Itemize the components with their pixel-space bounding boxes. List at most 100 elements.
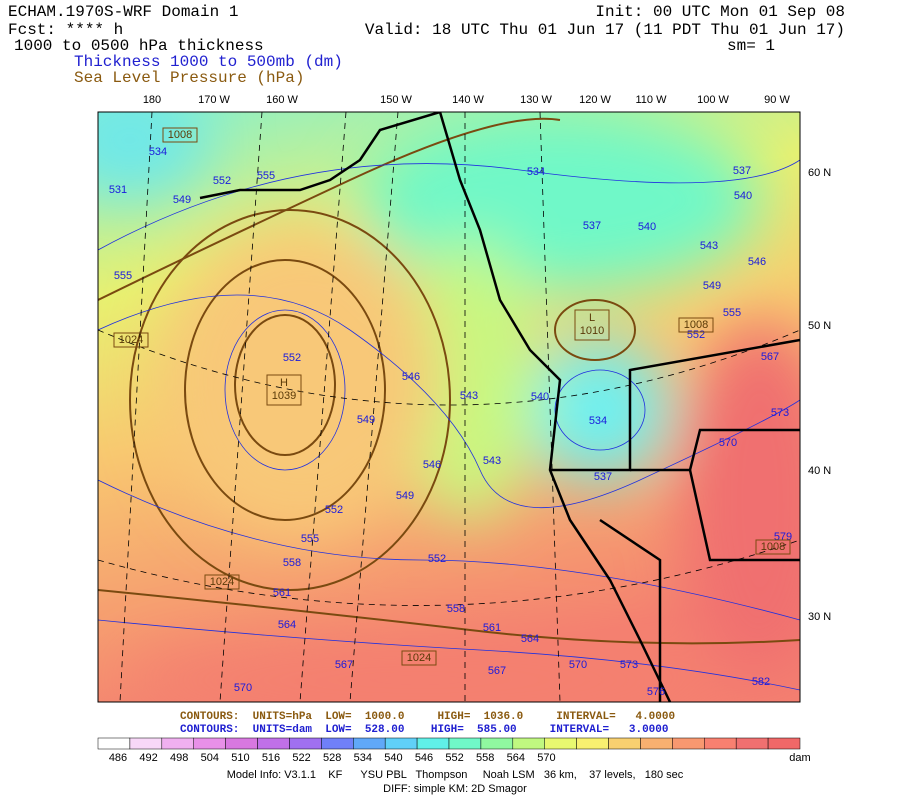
thickness-label: 540 [734,190,752,202]
colorbar-swatch [193,737,226,750]
pressure-label-box [162,127,198,143]
map-frame [97,111,801,703]
thickness-label: 558 [283,557,301,569]
colorbar-swatch [640,737,673,750]
colorbar-swatch [672,737,705,750]
init-time: Init: 00 UTC Mon 01 Sep 08 [595,3,845,21]
colorbar-swatch [321,737,354,750]
colorbar-label: 492 [139,752,157,764]
thickness-label: 540 [531,391,549,403]
thickness-label: 537 [594,471,612,483]
thickness-label: 555 [301,533,319,545]
longitude-label: 90 W [764,94,790,106]
colorbar-swatch [512,737,545,750]
thickness-label: 546 [402,371,420,383]
low-letter: L [589,312,595,324]
thickness-label: 537 [583,220,601,232]
thickness-label: 573 [620,659,638,671]
colorbar-label: 540 [384,752,402,764]
thickness-label: 534 [149,146,167,158]
thickness-label: 546 [423,459,441,471]
longitude-label: 120 W [579,94,611,106]
latitude-label: 30 N [808,611,831,623]
colorbar-label: 558 [476,752,494,764]
thickness-label: 561 [273,587,291,599]
colorbar-label: 498 [170,752,188,764]
thickness-label: 549 [396,490,414,502]
colorbar-swatch [289,737,322,750]
thickness-label: 570 [719,437,737,449]
colorbar-swatch [257,737,290,750]
colorbar-swatch [97,737,131,750]
latitude-label: 50 N [808,320,831,332]
thickness-label: 549 [173,194,191,206]
thickness-label: 582 [752,676,770,688]
thickness-label: 552 [283,352,301,364]
longitude-label: 100 W [697,94,729,106]
colorbar-swatch [161,737,194,750]
thickness-label: 555 [257,170,275,182]
thickness-label: 567 [761,351,779,363]
colorbar-unit: dam [789,752,810,764]
thickness-label: 534 [589,415,607,427]
thickness-label: 561 [483,622,501,634]
valid-time: Valid: 18 UTC Thu 01 Jun 17 (11 PDT Thu … [365,21,845,39]
colorbar-label: 552 [445,752,463,764]
colorbar-swatch [448,737,482,750]
pressure-label: 1024 [119,334,143,346]
longitude-label: 160 W [266,94,298,106]
longitude-label: 140 W [452,94,484,106]
thickness-label: 576 [647,686,665,698]
legend-slp: Sea Level Pressure (hPa) [74,69,304,87]
colorbar-label: 570 [537,752,555,764]
thickness-label: 555 [114,270,132,282]
thickness-label: 534 [527,166,545,178]
thickness-label: 543 [483,455,501,467]
pressure-label: 1024 [210,576,234,588]
colorbar-swatch [353,737,386,750]
colorbar-swatch [576,737,609,750]
colorbar-label: 564 [507,752,525,764]
pressure-label-box [204,574,240,590]
longitude-label: 130 W [520,94,552,106]
thickness-label: 540 [638,221,656,233]
slp-contour-info: CONTOURS: UNITS=hPa LOW= 1000.0 HIGH= 10… [180,711,675,723]
pressure-label-box [113,332,149,348]
thickness-label: 537 [733,165,751,177]
longitude-label: 150 W [380,94,412,106]
coastlines [199,112,800,702]
thickness-label: 564 [278,619,296,631]
colorbar-swatch [225,737,258,750]
low-box [574,309,610,341]
pressure-label: 1008 [168,129,192,141]
legend-thickness: Thickness 1000 to 500mb (dm) [74,53,343,71]
colorbar-swatch [384,737,418,750]
pressure-label: 1024 [407,652,431,664]
colorbar-label: 534 [354,752,372,764]
thickness-label: 543 [460,390,478,402]
colorbar-label: 522 [292,752,310,764]
colorbar-swatch [608,737,641,750]
forecast-hour: Fcst: **** h [8,21,123,39]
slp-contours [98,117,800,645]
pressure-label: 1008 [684,319,708,331]
thickness-label: 573 [771,407,789,419]
longitude-label: 180 [143,94,161,106]
diff-info: DIFF: simple KM: 2D Smagor [383,783,527,795]
high-value: 1039 [272,390,296,402]
thickness-label: 543 [700,240,718,252]
high-letter: H [280,377,288,389]
thickness-label: 549 [703,280,721,292]
title: ECHAM.1970S-WRF Domain 1 [8,3,238,21]
colorbar-label: 486 [109,752,127,764]
thickness-label: 558 [447,603,465,615]
thickness-label: 555 [723,307,741,319]
thickness-contours [98,159,800,691]
thickness-contour-info: CONTOURS: UNITS=dam LOW= 528.00 HIGH= 58… [180,724,668,736]
model-info: Model Info: V3.1.1 KF YSU PBL Thompson N… [227,769,684,781]
colorbar-label: 528 [323,752,341,764]
colorbar-label: 510 [231,752,249,764]
thickness-label: 564 [521,633,539,645]
high-box [266,374,302,406]
